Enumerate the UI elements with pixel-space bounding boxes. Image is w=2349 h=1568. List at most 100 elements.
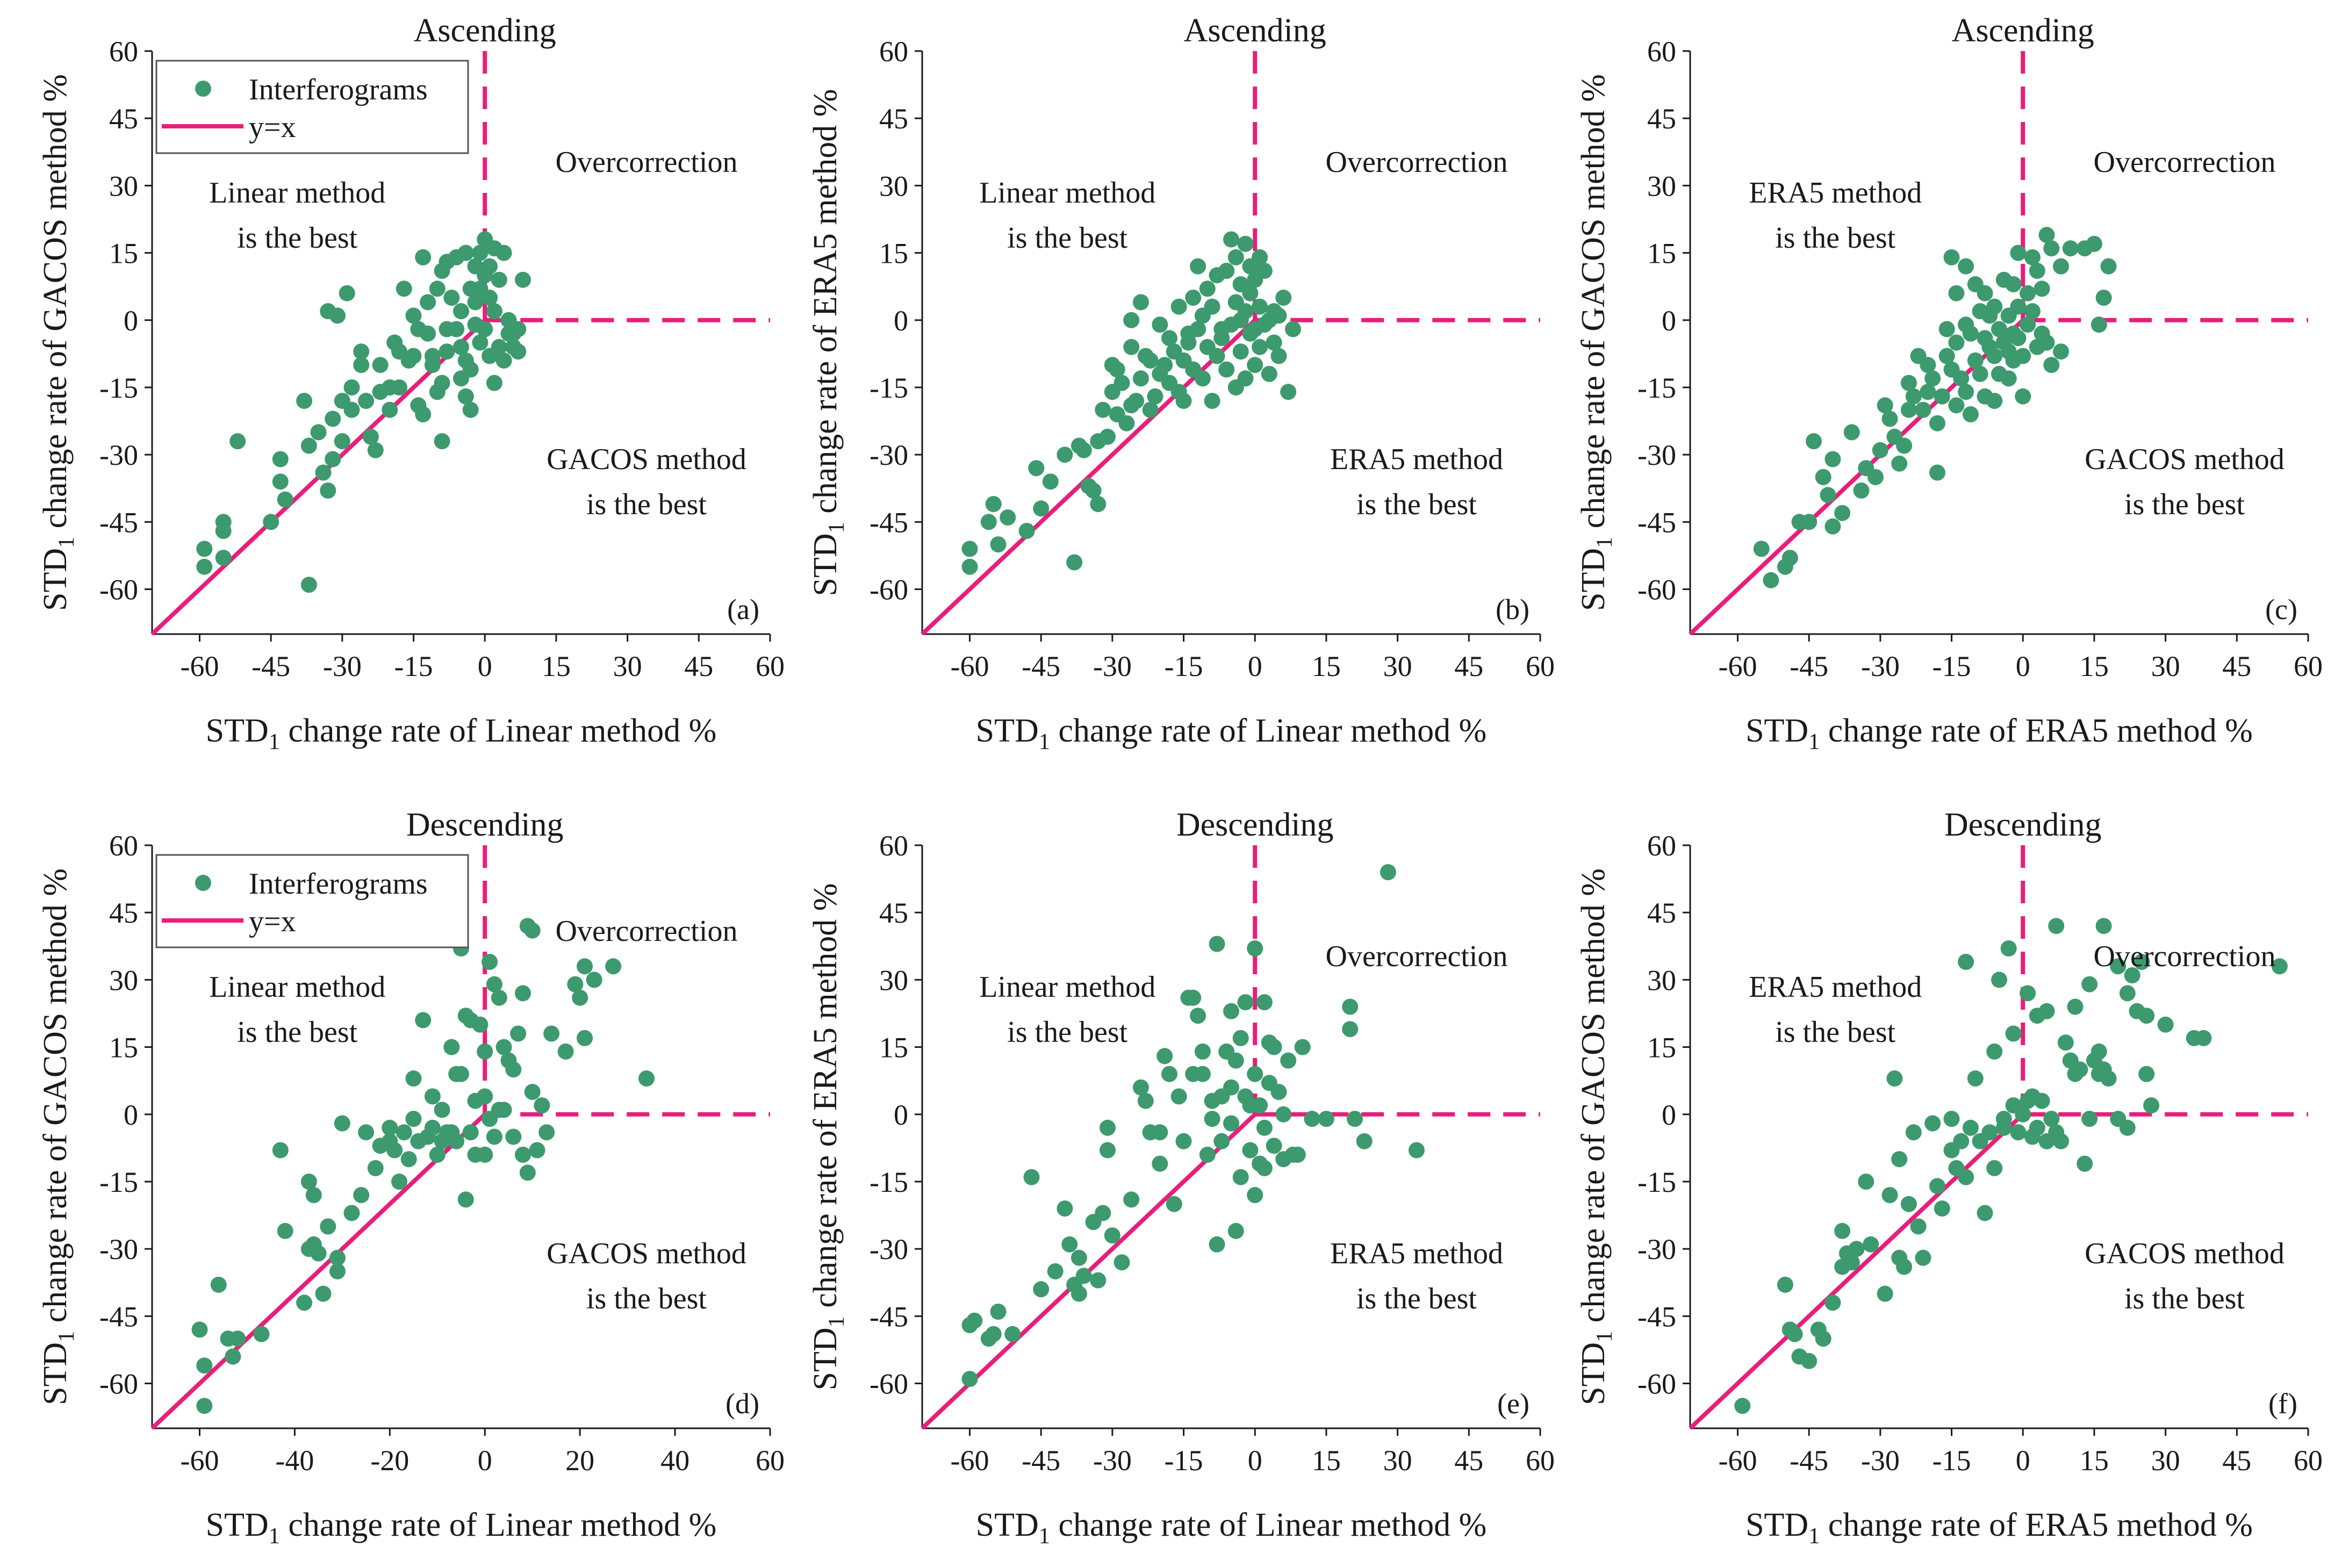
x-tick-label: 30 bbox=[1383, 650, 1412, 682]
data-point bbox=[467, 1146, 484, 1163]
data-point bbox=[1863, 1236, 1879, 1253]
data-point bbox=[339, 285, 355, 301]
data-point bbox=[1152, 317, 1168, 333]
data-point bbox=[1090, 1272, 1107, 1289]
data-point bbox=[1806, 433, 1822, 450]
data-point bbox=[1075, 442, 1092, 458]
data-point bbox=[1170, 298, 1187, 315]
data-point bbox=[415, 249, 432, 265]
data-point bbox=[2024, 249, 2041, 265]
x-tick-label: 0 bbox=[478, 1444, 492, 1477]
data-point bbox=[310, 1245, 327, 1262]
data-point bbox=[1018, 523, 1035, 539]
data-point bbox=[272, 1142, 289, 1159]
y-axis-label: STD1 change rate of GACOS method % bbox=[1575, 868, 1617, 1405]
region-label-overcorrection: Overcorrection bbox=[1326, 146, 1508, 179]
region-label-upper-left: ERA5 method bbox=[1749, 176, 1922, 210]
data-point bbox=[1128, 393, 1145, 409]
data-point bbox=[1066, 554, 1083, 571]
data-point bbox=[1910, 1218, 1927, 1235]
data-point bbox=[1123, 312, 1140, 328]
region-label-upper-left: is the best bbox=[1775, 221, 1895, 255]
data-point bbox=[1270, 348, 1287, 364]
data-point bbox=[1047, 1263, 1064, 1279]
data-point bbox=[1232, 276, 1249, 292]
data-point bbox=[2062, 240, 2079, 257]
data-point bbox=[1256, 994, 1273, 1011]
data-point bbox=[315, 464, 332, 481]
y-tick-label: 30 bbox=[109, 170, 138, 202]
data-point bbox=[1227, 1052, 1244, 1069]
data-point bbox=[1185, 989, 1202, 1006]
x-tick-label: 30 bbox=[2151, 650, 2180, 682]
y-axis-label-prefix: STD bbox=[807, 1327, 844, 1390]
data-point bbox=[396, 1124, 412, 1141]
data-point bbox=[1247, 940, 1263, 956]
data-point bbox=[424, 348, 441, 364]
y-tick-label: -15 bbox=[870, 1166, 908, 1198]
data-point bbox=[1209, 1236, 1225, 1253]
x-tick-label: 30 bbox=[1383, 1444, 1412, 1477]
data-point bbox=[1218, 361, 1235, 378]
y-tick-label: 45 bbox=[109, 103, 138, 135]
region-label-lower-right: is the best bbox=[1356, 1282, 1477, 1315]
data-point bbox=[2095, 290, 2112, 306]
data-point bbox=[1209, 936, 1225, 952]
data-point bbox=[405, 348, 422, 364]
data-point bbox=[1080, 478, 1097, 494]
data-point bbox=[1858, 1174, 1874, 1190]
x-tick-label: 15 bbox=[1312, 1444, 1341, 1477]
data-point bbox=[1991, 321, 2007, 337]
data-point bbox=[524, 922, 541, 939]
y-tick-label: 30 bbox=[1647, 964, 1676, 996]
data-point bbox=[1033, 500, 1050, 517]
x-tick-label: 0 bbox=[2016, 1444, 2030, 1477]
data-point bbox=[462, 401, 479, 418]
x-axis-label-prefix: STD bbox=[976, 713, 1039, 749]
data-point bbox=[1147, 388, 1163, 405]
data-point bbox=[1958, 258, 1974, 275]
y-tick-label: -15 bbox=[1637, 372, 1676, 404]
data-point bbox=[1763, 572, 1779, 588]
data-point bbox=[315, 1285, 332, 1302]
chart-title: Descending bbox=[1944, 807, 2102, 843]
data-point bbox=[510, 1025, 527, 1042]
data-point bbox=[1977, 285, 1993, 301]
x-tick-label: -30 bbox=[1861, 1444, 1900, 1477]
data-point bbox=[1958, 1169, 1974, 1185]
data-point bbox=[2020, 985, 2036, 1002]
y-tick-label: 0 bbox=[894, 1099, 908, 1131]
y-tick-label: 45 bbox=[879, 103, 908, 135]
data-point bbox=[1304, 1111, 1320, 1127]
x-tick-label: 60 bbox=[756, 650, 785, 682]
data-point bbox=[300, 577, 317, 593]
data-point bbox=[429, 1146, 446, 1163]
y-tick-label: 15 bbox=[879, 1032, 908, 1064]
data-point bbox=[443, 290, 460, 306]
x-axis-label-suffix: change rate of Linear method % bbox=[1050, 713, 1487, 749]
data-point bbox=[2005, 276, 2022, 292]
x-tick-label: -60 bbox=[1718, 1444, 1757, 1477]
y-tick-label: -45 bbox=[1637, 506, 1676, 538]
data-point bbox=[1801, 1353, 1818, 1369]
x-axis-label-subscript: 1 bbox=[269, 730, 280, 754]
y-tick-label: -60 bbox=[870, 1368, 908, 1400]
data-point bbox=[320, 482, 336, 499]
data-point bbox=[1981, 307, 1998, 324]
data-point bbox=[434, 433, 450, 450]
y-axis-label-subscript: 1 bbox=[54, 1331, 79, 1342]
data-point bbox=[1938, 321, 1955, 337]
data-point bbox=[586, 972, 602, 988]
data-point bbox=[534, 1097, 550, 1114]
chart-title: Descending bbox=[1176, 807, 1334, 843]
data-point bbox=[253, 1326, 270, 1342]
y-tick-label: -30 bbox=[870, 1233, 908, 1265]
data-point bbox=[980, 514, 997, 530]
data-point bbox=[1218, 263, 1235, 279]
data-point bbox=[215, 550, 232, 566]
data-point bbox=[1967, 352, 1984, 369]
data-point bbox=[1166, 1196, 1182, 1212]
data-point bbox=[2043, 240, 2060, 257]
data-point bbox=[439, 343, 455, 360]
